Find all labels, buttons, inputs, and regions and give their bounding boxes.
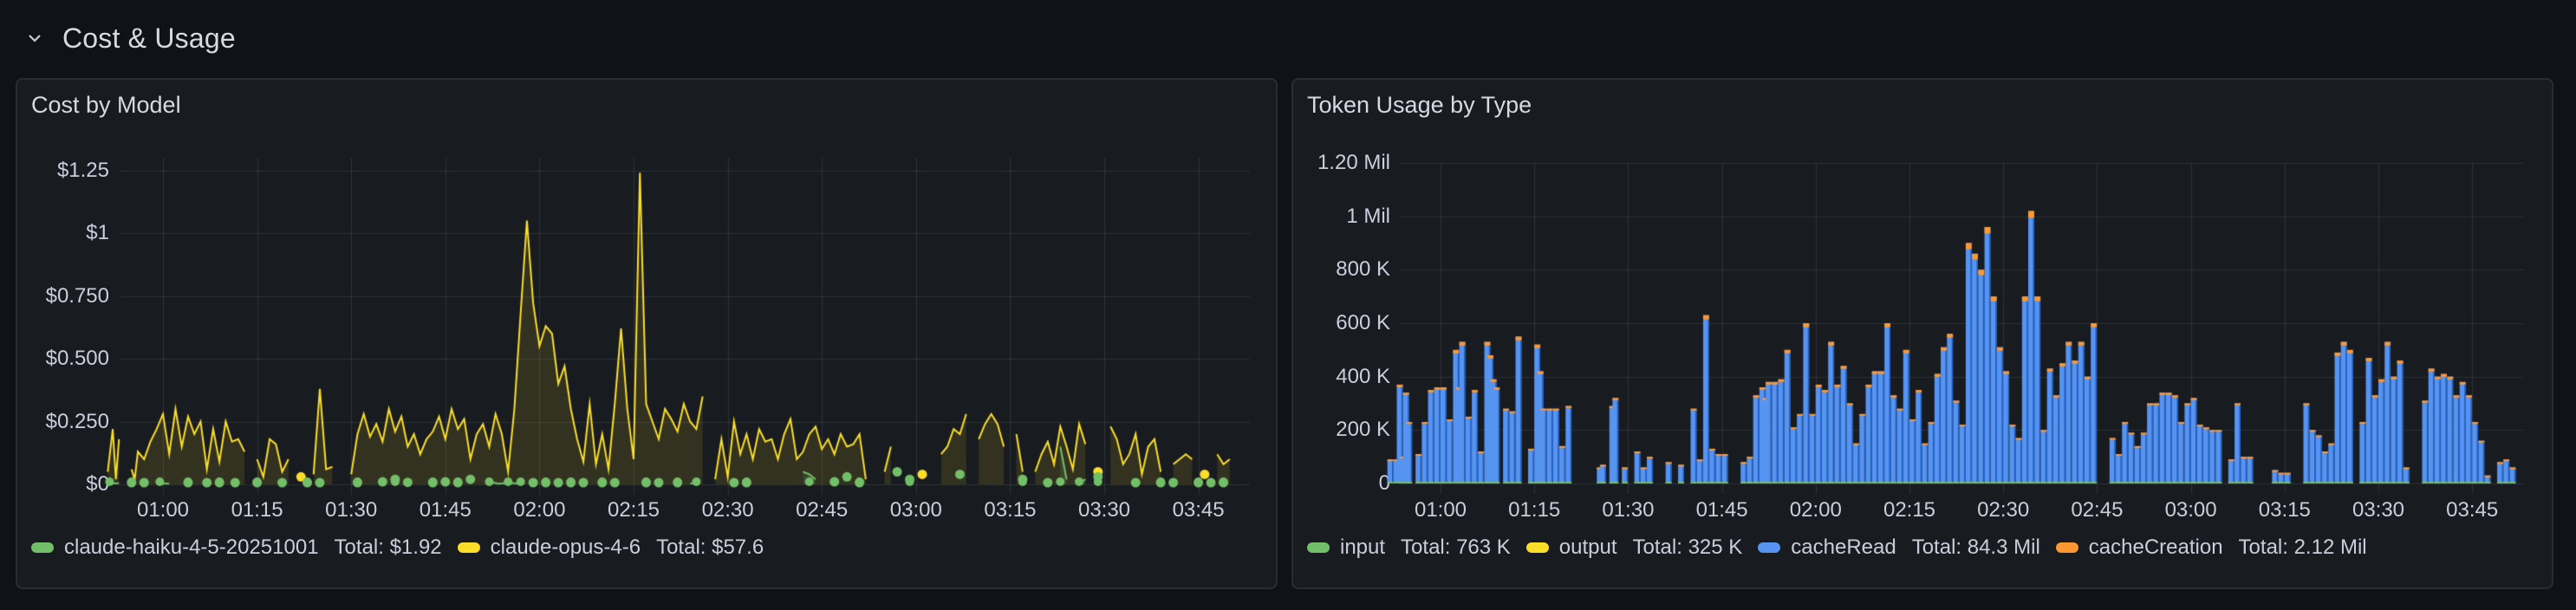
legend-total: Total: 84.3 Mil xyxy=(1911,535,2040,559)
legend-item-cacheread[interactable]: cacheRead Total: 84.3 Mil xyxy=(1758,535,2040,560)
x-axis-tick: 02:00 xyxy=(1789,498,1842,522)
legend-swatch-icon xyxy=(1525,542,1549,553)
token-usage-panel: Token Usage by Type 1.20 Mil1 Mil800 K60… xyxy=(1291,78,2553,589)
legend-swatch-icon xyxy=(1307,542,1330,553)
x-axis-tick: 02:45 xyxy=(796,498,849,522)
x-axis-tick: 01:30 xyxy=(325,498,378,522)
legend-item-input[interactable]: input Total: 763 K xyxy=(1307,535,1511,560)
legend-swatch-icon xyxy=(457,542,480,553)
legend-total: Total: $1.92 xyxy=(334,535,442,559)
x-axis-tick: 03:45 xyxy=(1172,498,1225,522)
x-axis-tick: 02:30 xyxy=(701,498,754,522)
legend-label: claude-opus-4-6 xyxy=(490,535,641,559)
x-axis-tick: 02:30 xyxy=(1977,498,2030,522)
x-axis-tick: 02:15 xyxy=(607,498,660,522)
legend-label: claude-haiku-4-5-20251001 xyxy=(64,535,319,559)
row-header-cost-usage[interactable]: Cost & Usage xyxy=(26,16,236,61)
x-axis-tick: 01:45 xyxy=(1695,498,1748,522)
token-legend: input Total: 763 K output Total: 325 K c… xyxy=(1307,535,2367,560)
x-axis-tick: 03:45 xyxy=(2446,498,2499,522)
x-axis-tick: 03:15 xyxy=(984,498,1037,522)
x-axis-tick: 01:00 xyxy=(136,498,190,522)
legend-label: output xyxy=(1558,535,1617,559)
token-chart-canvas[interactable] xyxy=(1293,80,2552,513)
legend-label: input xyxy=(1340,535,1386,559)
legend-swatch-icon xyxy=(2055,542,2078,553)
x-axis-tick: 01:00 xyxy=(1414,498,1467,522)
x-axis-tick: 01:15 xyxy=(231,498,283,522)
legend-total: Total: 2.12 Mil xyxy=(2238,535,2367,559)
x-axis-tick: 03:30 xyxy=(1077,498,1131,522)
legend-total: Total: 763 K xyxy=(1401,535,1511,559)
x-axis-tick: 01:45 xyxy=(419,498,472,522)
legend-total: Total: 325 K xyxy=(1632,535,1743,559)
legend-item-output[interactable]: output Total: 325 K xyxy=(1525,535,1743,560)
legend-swatch-icon xyxy=(1758,542,1781,553)
x-axis-tick: 03:30 xyxy=(2352,498,2405,522)
cost-chart-canvas[interactable] xyxy=(17,80,1276,513)
legend-total: Total: $57.6 xyxy=(656,535,764,559)
x-axis-tick: 01:15 xyxy=(1508,498,1561,522)
x-axis-tick: 01:30 xyxy=(1602,498,1655,522)
legend-label: cacheCreation xyxy=(2088,535,2223,559)
x-axis-tick: 03:00 xyxy=(889,498,942,522)
legend-item-haiku[interactable]: claude-haiku-4-5-20251001 Total: $1.92 xyxy=(31,535,442,560)
chevron-down-icon[interactable] xyxy=(26,29,43,47)
x-axis-tick: 02:15 xyxy=(1883,498,1936,522)
row-title: Cost & Usage xyxy=(62,22,236,54)
cost-by-model-panel: Cost by Model $1.25$1$0.750$0.500$0.250$… xyxy=(16,78,1278,589)
legend-swatch-icon xyxy=(31,542,54,553)
legend-item-opus[interactable]: claude-opus-4-6 Total: $57.6 xyxy=(457,535,764,560)
x-axis-tick: 03:15 xyxy=(2258,498,2311,522)
x-axis-tick: 03:00 xyxy=(2164,498,2217,522)
x-axis-tick: 02:45 xyxy=(2071,498,2124,522)
x-axis-tick: 02:00 xyxy=(513,498,566,522)
legend-item-cachecreation[interactable]: cacheCreation Total: 2.12 Mil xyxy=(2055,535,2367,560)
legend-label: cacheRead xyxy=(1791,535,1896,559)
cost-legend: claude-haiku-4-5-20251001 Total: $1.92 c… xyxy=(31,535,764,560)
